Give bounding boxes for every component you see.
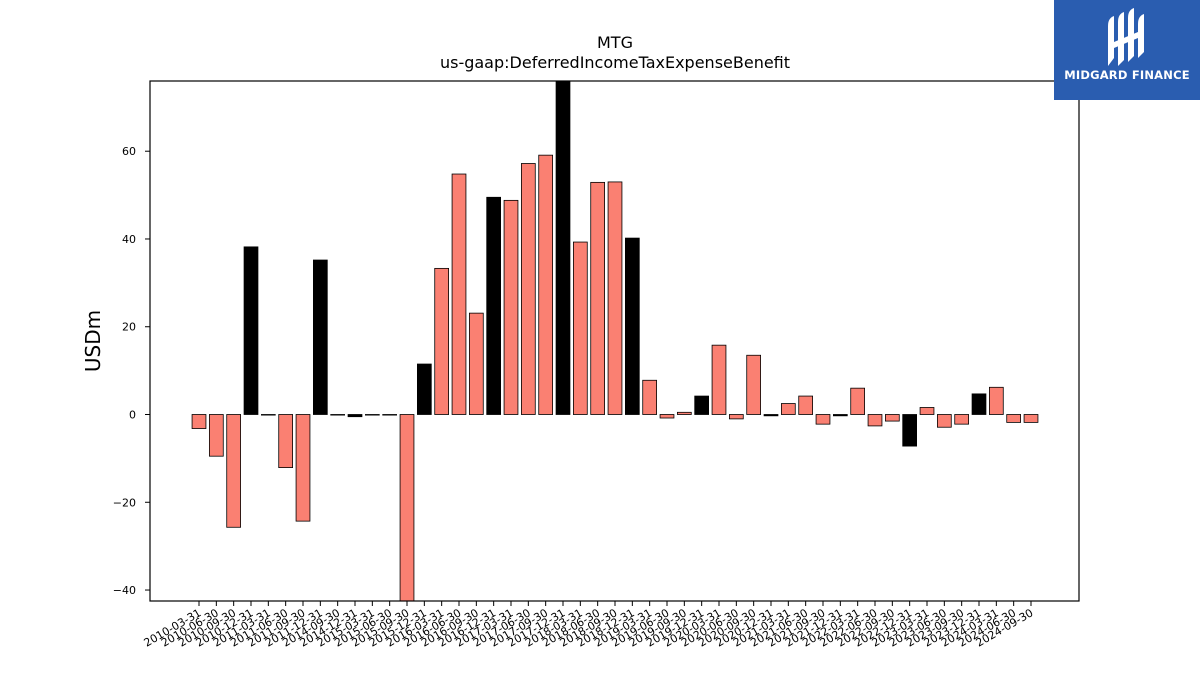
y-axis-ticks: −40 −20 0 20 40 60 <box>113 145 150 597</box>
bar-2014-12-31 <box>347 414 363 418</box>
bar-2022-06-30 <box>867 414 883 427</box>
bar-2019-09-30 <box>677 411 692 415</box>
bar-2024-03-31 <box>989 386 1004 415</box>
bar-2023-06-30 <box>937 414 952 428</box>
bar-2024-09-30 <box>1023 414 1039 423</box>
bar-series <box>191 80 1039 602</box>
y-tick-label: 0 <box>129 409 136 422</box>
bar-2016-09-30 <box>468 312 484 415</box>
bar-2022-09-30 <box>885 414 900 422</box>
bar-2011-09-30 <box>295 414 311 522</box>
bar-2019-06-30 <box>659 414 675 419</box>
y-tick-label: −40 <box>113 584 136 597</box>
bar-2024-06-30 <box>1006 414 1021 423</box>
bar-2017-09-30 <box>538 154 553 415</box>
bar-2023-03-31 <box>919 407 935 415</box>
bar-2022-12-31 <box>902 414 917 447</box>
bar-2015-09-30 <box>399 414 415 602</box>
bar-2011-03-31 <box>260 414 276 416</box>
y-tick-label: −20 <box>113 496 136 509</box>
midgard-logo-icon <box>1108 8 1144 66</box>
y-tick-label: 40 <box>122 233 136 246</box>
bar-2020-06-30 <box>729 414 744 420</box>
bar-2021-03-31 <box>781 403 796 415</box>
chart-title: MTG <box>597 33 633 52</box>
bar-2011-12-31 <box>312 259 328 415</box>
brand-name: MIDGARD FINANCE <box>1064 68 1190 82</box>
bar-2021-09-30 <box>815 414 831 425</box>
bar-2016-03-31 <box>434 267 450 415</box>
bar-2023-12-31 <box>971 393 987 415</box>
bar-2017-12-31 <box>555 80 571 415</box>
bar-2010-12-31 <box>243 246 259 415</box>
bar-2010-06-30 <box>208 414 224 457</box>
bar-2018-03-31 <box>573 241 588 415</box>
brand-logo: MIDGARD FINANCE <box>1054 0 1200 100</box>
bar-2018-12-31 <box>625 237 640 415</box>
bar-2016-06-30 <box>451 173 467 415</box>
bar-2020-09-30 <box>746 354 761 415</box>
bar-2017-03-31 <box>503 199 519 415</box>
bar-2010-03-31 <box>191 414 207 429</box>
chart-subtitle: us-gaap:DeferredIncomeTaxExpenseBenefit <box>440 53 790 72</box>
bar-2017-06-30 <box>521 163 536 415</box>
plot-area-frame <box>149 80 1080 602</box>
bar-2018-09-30 <box>607 181 623 415</box>
bar-2015-06-30 <box>382 414 398 416</box>
bar-2015-03-31 <box>364 414 380 416</box>
y-tick-label: 20 <box>122 321 136 334</box>
bar-2011-06-30 <box>278 414 294 468</box>
bar-2020-03-31 <box>711 344 727 415</box>
x-axis-ticks: 2010-03-312010-06-302010-09-302010-12-31… <box>142 601 1036 650</box>
bar-2019-03-31 <box>642 379 657 415</box>
y-axis-label: USDm <box>81 310 105 372</box>
bar-2022-03-31 <box>850 387 865 415</box>
bar-2016-12-31 <box>486 196 502 415</box>
bar-2015-12-31 <box>416 363 432 415</box>
bar-2019-12-31 <box>694 395 709 415</box>
y-tick-label: 60 <box>122 145 136 158</box>
bar-2014-09-30 <box>330 414 346 416</box>
bar-2023-09-30 <box>954 414 969 425</box>
bar-2010-09-30 <box>226 414 241 528</box>
bar-2020-12-31 <box>763 414 779 417</box>
bar-2021-12-31 <box>833 414 848 417</box>
bar-2018-06-30 <box>590 181 605 415</box>
bar-2021-06-30 <box>798 395 813 415</box>
